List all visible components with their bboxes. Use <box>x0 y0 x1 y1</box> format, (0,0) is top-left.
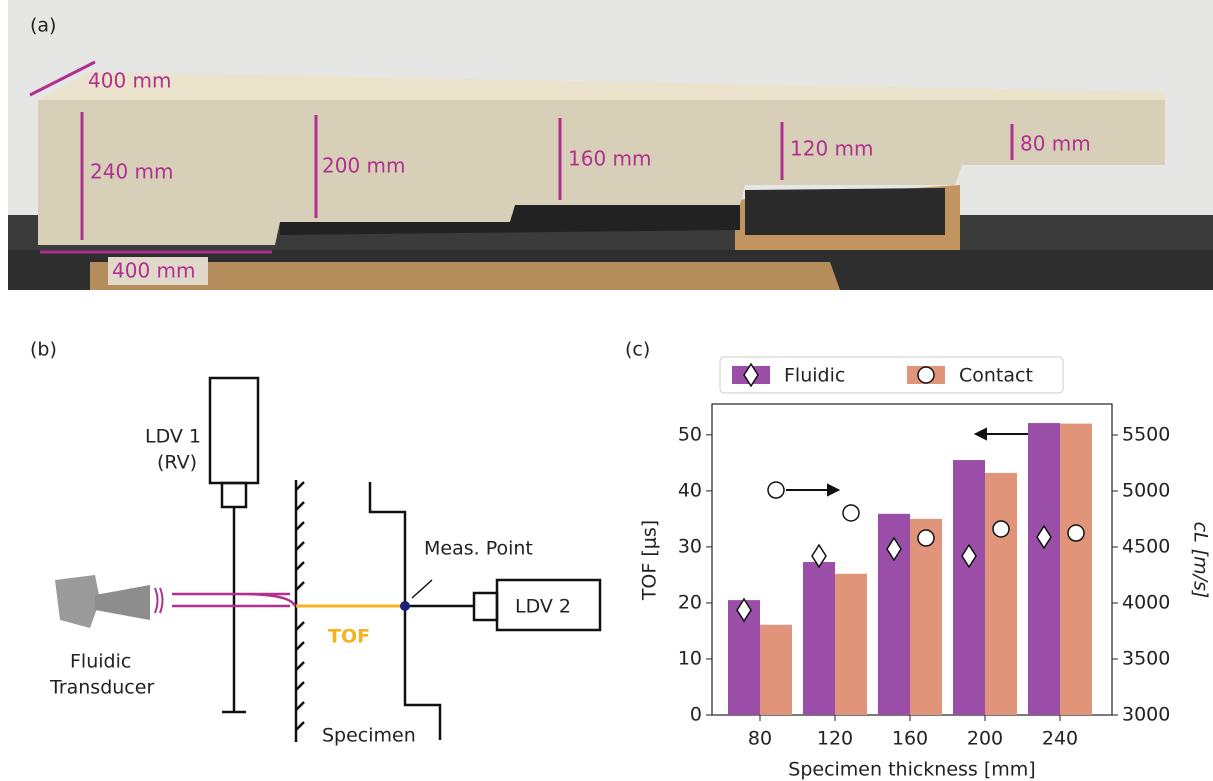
panel-label: (c) <box>625 339 650 361</box>
figure: (a) 400 mm 240 mm 200 mm 160 mm 120 mm 8… <box>0 0 1213 781</box>
y-tick-label: 40 <box>678 479 702 501</box>
diagram-label: LDV 2 <box>515 596 571 618</box>
diagram-label: TOF <box>328 626 370 648</box>
y-tick-label: 50 <box>678 423 702 445</box>
bar <box>985 473 1017 715</box>
y2-tick-label: 5500 <box>1122 424 1170 446</box>
marker <box>768 482 784 498</box>
y-tick-label: 30 <box>678 535 702 557</box>
dimension-label: 400 mm <box>112 259 196 283</box>
bar <box>760 625 792 715</box>
x-axis-label: Specimen thickness [mm] <box>788 759 1035 781</box>
x-tick-label: 240 <box>1042 728 1078 750</box>
legend-label: Fluidic <box>784 365 845 387</box>
bar <box>835 574 867 715</box>
bar <box>953 460 985 715</box>
dimension-label: 80 mm <box>1020 132 1091 156</box>
y-tick-label: 20 <box>678 591 702 613</box>
dimension-label: 160 mm <box>568 147 652 171</box>
marker <box>993 521 1009 537</box>
bar <box>910 519 942 715</box>
dimension-label: 240 mm <box>90 160 174 184</box>
y2-axis-label: cL [m/s] <box>1190 522 1212 599</box>
diagram-label: Fluidic <box>70 651 131 673</box>
bar <box>1028 423 1060 715</box>
legend-marker <box>918 367 934 383</box>
dimension-label: 400 mm <box>88 69 172 93</box>
diagram-label: (RV) <box>157 452 197 474</box>
dimension-label: 200 mm <box>322 154 406 178</box>
dimension-label: 120 mm <box>790 137 874 161</box>
y2-tick-label: 4500 <box>1122 536 1170 558</box>
y-tick-label: 0 <box>690 704 702 726</box>
y2-tick-label: 5000 <box>1122 480 1170 502</box>
y-tick-label: 10 <box>678 647 702 669</box>
y2-tick-label: 3000 <box>1122 704 1170 726</box>
y-axis-label: TOF [μs] <box>639 520 661 601</box>
diagram-label: LDV 1 <box>145 426 201 448</box>
diagram-label: Transducer <box>49 677 154 699</box>
panel-label: (b) <box>30 339 57 361</box>
x-tick-label: 120 <box>817 728 853 750</box>
panel-label: (a) <box>30 15 56 37</box>
marker <box>1068 525 1084 541</box>
diagram-label: Meas. Point <box>424 538 533 560</box>
bar <box>803 562 835 715</box>
legend-label: Contact <box>959 365 1033 387</box>
x-tick-label: 80 <box>748 728 772 750</box>
marker <box>843 505 859 521</box>
x-tick-label: 160 <box>892 728 928 750</box>
diagram-label: Specimen <box>322 725 416 747</box>
marker <box>918 530 934 546</box>
x-tick-label: 200 <box>967 728 1003 750</box>
y2-tick-label: 3500 <box>1122 648 1170 670</box>
y2-tick-label: 4000 <box>1122 592 1170 614</box>
bar <box>1060 424 1092 715</box>
